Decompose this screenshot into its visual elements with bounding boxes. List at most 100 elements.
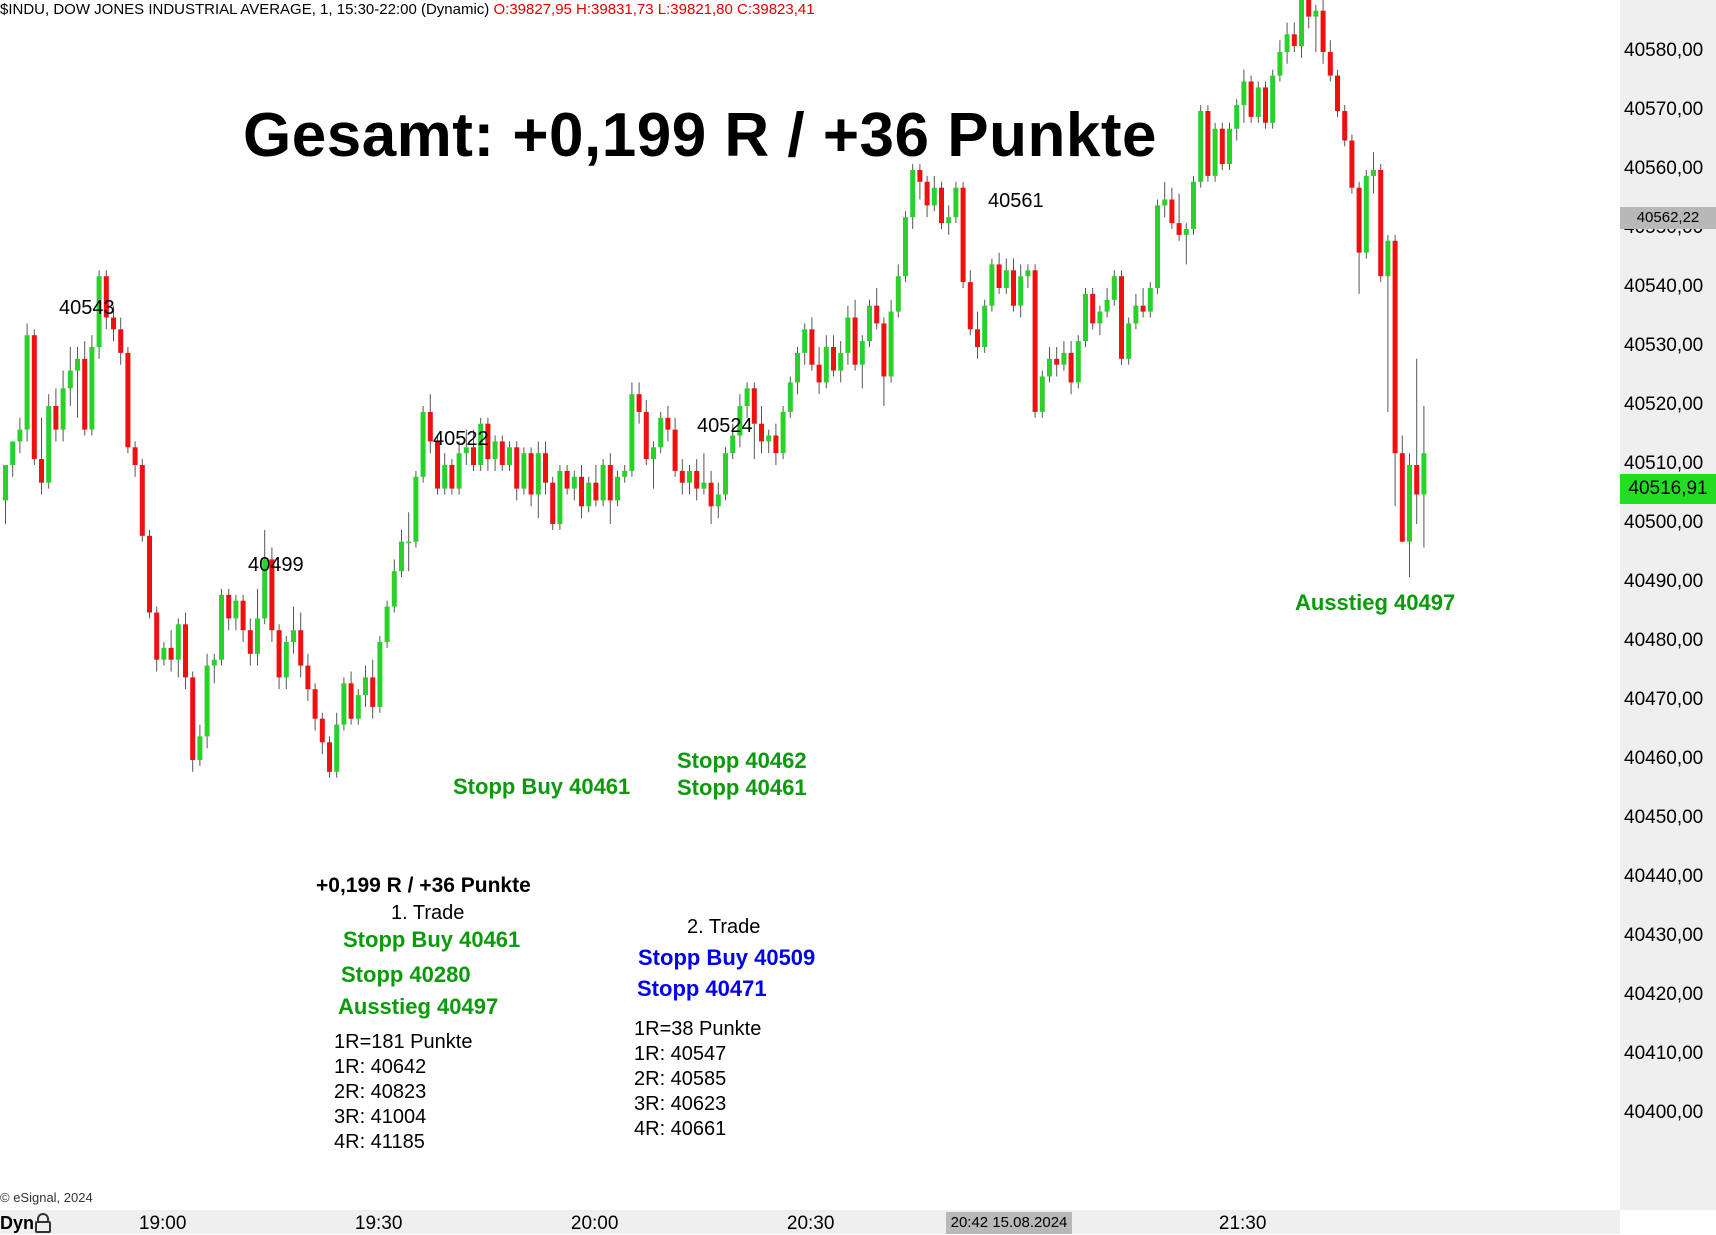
candle-body-up xyxy=(557,470,563,524)
time-tick-label: 20:00 xyxy=(570,1213,619,1234)
candle xyxy=(103,270,109,330)
candle xyxy=(1104,288,1110,318)
candle-body-down xyxy=(665,417,671,430)
candle-body-down xyxy=(1263,87,1268,123)
candle xyxy=(46,394,52,489)
price-tick-label: 40570,00 xyxy=(1624,99,1704,120)
candle xyxy=(1198,105,1204,188)
candle-body-down xyxy=(168,647,174,660)
candle-body-up xyxy=(1241,81,1247,106)
candle xyxy=(377,636,383,713)
price-tick-label: 40450,00 xyxy=(1624,807,1704,828)
candle-body-up xyxy=(283,642,289,678)
price-tick-label: 40460,00 xyxy=(1624,748,1704,769)
candle xyxy=(1183,223,1189,265)
candle xyxy=(132,441,138,477)
time-tick-label: 19:00 xyxy=(138,1213,187,1234)
candle-body-up xyxy=(715,494,721,507)
candle-body-up xyxy=(1234,105,1240,129)
candle-body-up xyxy=(737,406,743,436)
lock-icon[interactable] xyxy=(34,1213,52,1233)
candle-body-down xyxy=(1090,293,1096,324)
candle xyxy=(1169,187,1175,229)
candle xyxy=(168,630,174,672)
candle xyxy=(787,376,793,418)
candle-body-up xyxy=(1407,465,1412,542)
candle xyxy=(1219,122,1225,170)
dynamic-mode-label[interactable]: Dyn xyxy=(0,1213,35,1233)
price-axis[interactable] xyxy=(1620,0,1716,1210)
candle-body-down xyxy=(190,677,196,760)
candle xyxy=(802,323,808,365)
candle xyxy=(96,270,102,359)
candle-body-up xyxy=(24,335,30,430)
candle xyxy=(1018,264,1024,318)
candle xyxy=(672,417,678,477)
candle xyxy=(845,305,851,365)
candle xyxy=(989,258,995,312)
candle-body-down xyxy=(924,181,930,206)
candle-body-up xyxy=(910,170,916,218)
candle-body-down xyxy=(564,470,570,489)
time-axis[interactable] xyxy=(0,1210,1620,1234)
candle xyxy=(1191,175,1196,235)
candle xyxy=(31,329,37,465)
candle xyxy=(449,459,455,495)
price-tick-label: 40420,00 xyxy=(1624,984,1704,1005)
time-tick-label: 19:30 xyxy=(354,1213,403,1234)
candle xyxy=(478,417,484,471)
candle-body-down xyxy=(348,683,354,719)
candle xyxy=(499,435,505,471)
trade2-label: 2. Trade xyxy=(687,916,761,938)
candle-body-up xyxy=(197,736,203,760)
candle-body-up xyxy=(291,630,296,642)
candle xyxy=(1407,453,1412,578)
candle xyxy=(291,606,296,654)
candle xyxy=(1039,370,1045,418)
candle-body-down xyxy=(1291,34,1297,47)
price-tick-label: 40470,00 xyxy=(1624,689,1704,710)
candle-body-down xyxy=(471,447,476,465)
candle-body-down xyxy=(31,335,37,460)
candle xyxy=(3,465,8,524)
candle-body-down xyxy=(852,317,858,365)
candle xyxy=(665,406,671,442)
candle-body-up xyxy=(377,642,383,707)
stopp-buy-annotation: Stopp Buy 40461 xyxy=(453,774,631,799)
candle-body-down xyxy=(247,630,253,654)
candle xyxy=(39,417,44,495)
candle-body-down xyxy=(1414,465,1420,495)
candle xyxy=(10,441,16,477)
candle-body-down xyxy=(132,447,138,465)
trade1-stop: Stopp 40280 xyxy=(341,962,471,987)
candle-body-up xyxy=(744,388,750,406)
candle-body-up xyxy=(1277,52,1283,76)
candle-body-down xyxy=(881,323,887,377)
candle xyxy=(780,406,786,460)
candle-body-down xyxy=(1219,128,1225,165)
candle xyxy=(1241,69,1247,123)
candle-body-down xyxy=(427,411,433,442)
candle xyxy=(485,417,491,471)
candle-body-up xyxy=(600,465,606,501)
candle-body-up xyxy=(355,695,361,719)
candle xyxy=(118,317,124,365)
price-tick-label: 40430,00 xyxy=(1624,925,1704,946)
chart-title: Gesamt: +0,199 R / +36 Punkte xyxy=(243,101,1157,170)
candle-body-down xyxy=(1327,52,1333,76)
candle-body-down xyxy=(1320,10,1326,52)
candle-body-down xyxy=(874,305,880,324)
candle xyxy=(910,164,916,229)
candle xyxy=(543,441,548,495)
candle-body-down xyxy=(39,459,44,483)
candle xyxy=(1414,358,1420,524)
candle xyxy=(406,512,412,572)
candle-body-down xyxy=(636,394,642,412)
candle-body-up xyxy=(1313,10,1319,17)
candle xyxy=(1133,293,1139,330)
candle-body-down xyxy=(694,470,700,489)
candle xyxy=(586,476,592,513)
candle xyxy=(816,347,822,395)
candle-body-down xyxy=(319,718,325,743)
candle-body-up xyxy=(1284,34,1290,52)
